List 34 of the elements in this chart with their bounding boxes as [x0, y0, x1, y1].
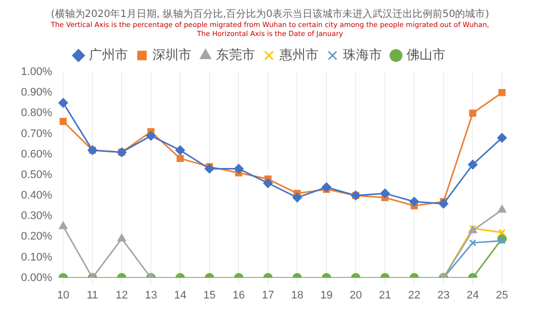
legend-label: 东莞市 — [216, 48, 255, 63]
y-tick-label: 0.00% — [20, 272, 52, 284]
x-tick-label: 10 — [57, 289, 70, 302]
y-tick-label: 0.20% — [20, 230, 52, 243]
legend-label: 广州市 — [89, 48, 128, 63]
x-tick-label: 21 — [378, 289, 392, 302]
x-tick-label: 14 — [174, 289, 186, 302]
legend-label: 佛山市 — [406, 48, 446, 63]
x-tick-label: 12 — [116, 289, 128, 302]
y-tick-label: 0.90% — [20, 86, 52, 99]
legend-label: 惠州市 — [278, 48, 318, 63]
chart-subtitle: (横轴为2020年1月日期, 纵轴为百分比,百分比为0表示当日该城市未进入武汉迁出比例前50的城市) — [50, 8, 490, 21]
x-tick-label: 20 — [350, 289, 362, 302]
x-tick-label: 18 — [291, 289, 304, 302]
y-tick-label: 0.10% — [20, 251, 52, 264]
x-tick-label: 24 — [466, 289, 479, 302]
y-tick-label: 0.50% — [20, 168, 52, 181]
y-tick-label: 0.60% — [20, 148, 52, 160]
legend-label: 珠海市 — [343, 48, 382, 63]
x-tick-label: 23 — [437, 289, 450, 302]
x-tick-label: 22 — [408, 289, 420, 302]
x-tick-label: 13 — [144, 289, 158, 302]
x-tick-label: 17 — [262, 289, 274, 302]
y-tick-label: 0.40% — [20, 190, 52, 202]
y-tick-label: 1.00% — [20, 66, 52, 78]
x-tick-label: 25 — [496, 289, 508, 302]
x-tick-label: 15 — [203, 289, 216, 302]
y-tick-label: 0.70% — [20, 128, 52, 140]
x-tick-label: 11 — [86, 289, 98, 302]
x-tick-label: 19 — [320, 289, 333, 302]
y-tick-label: 0.30% — [20, 210, 52, 222]
y-tick-label: 0.80% — [20, 107, 52, 120]
x-tick-label: 16 — [232, 289, 245, 302]
legend-label: 深圳市 — [152, 48, 192, 63]
